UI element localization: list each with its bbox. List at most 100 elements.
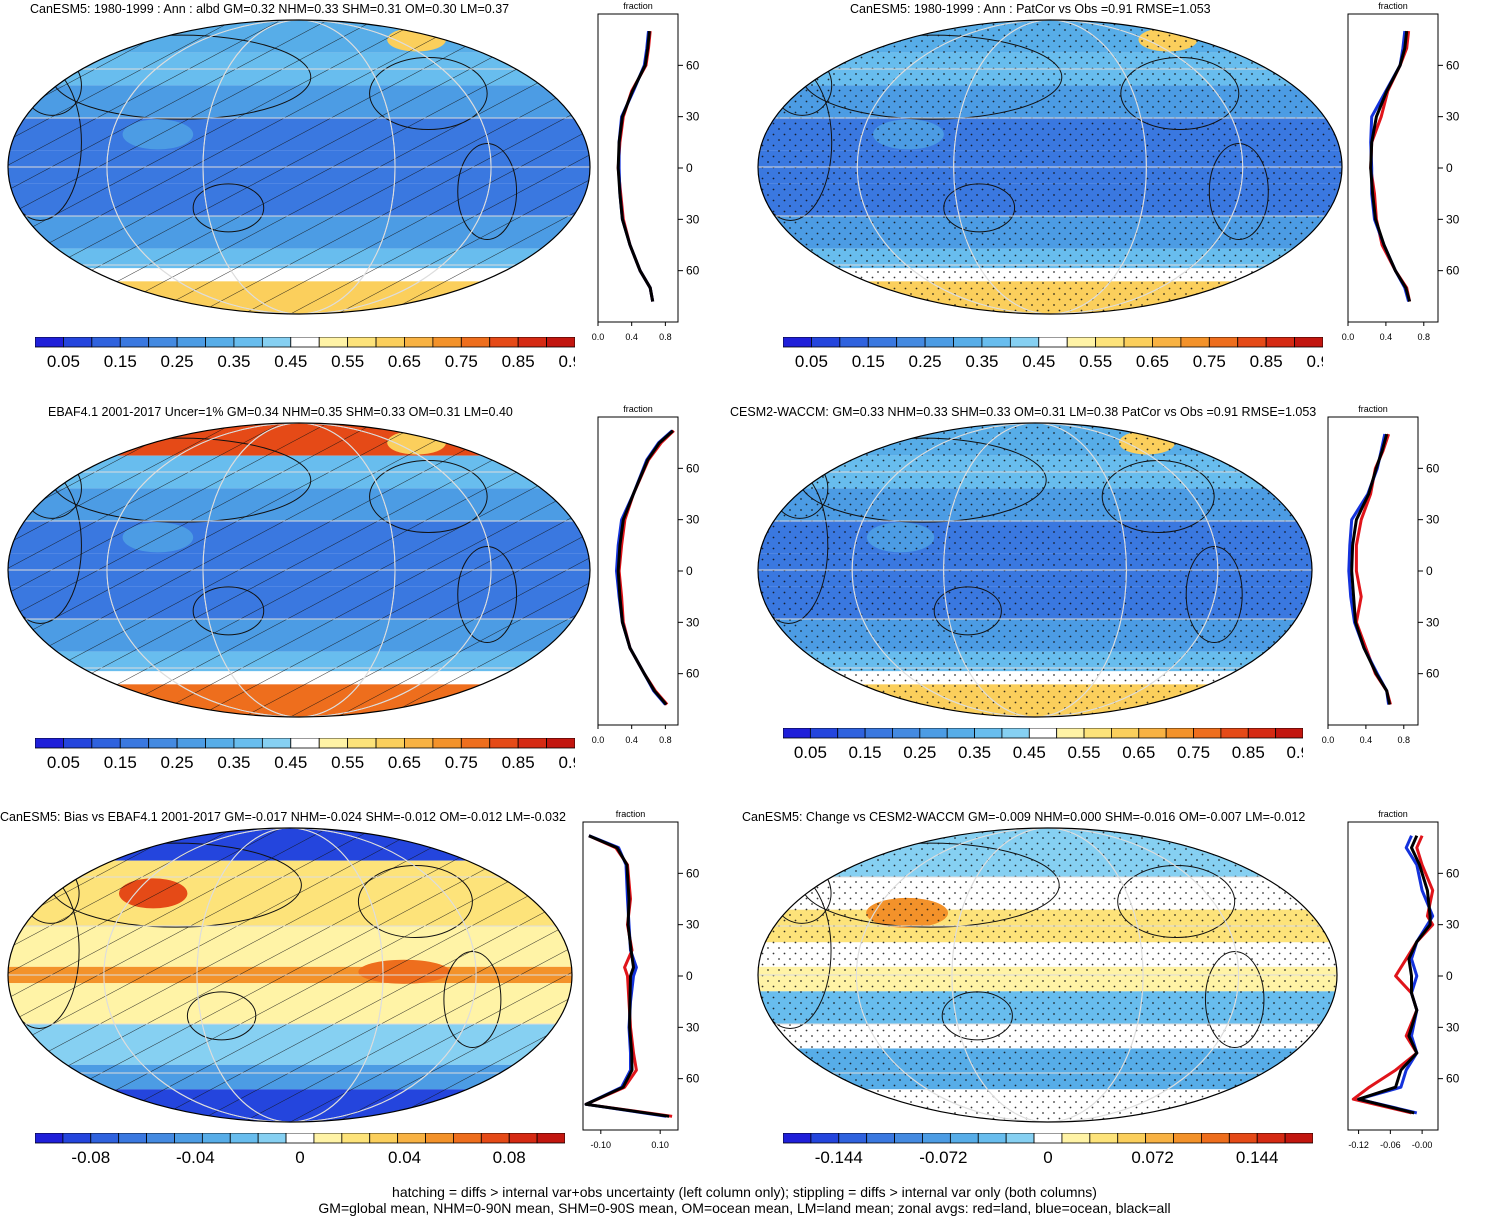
colorbar-swatch (480, 1133, 510, 1144)
colorbar-swatch (1083, 728, 1112, 739)
colorbar-tick-label: 0.08 (493, 1148, 526, 1167)
colorbar-swatch (63, 337, 93, 348)
zonal-ytick-label: 60N (1446, 58, 1460, 72)
zonal-frame (597, 13, 679, 323)
zonal-line-ocean (1347, 433, 1391, 705)
colorbar-swatch (90, 1133, 120, 1144)
map-border (7, 19, 591, 315)
colorbar-swatch (460, 337, 491, 348)
colorbar-swatch (1009, 337, 1040, 348)
colorbar-tick-label: 0.04 (388, 1148, 421, 1167)
zonal-ytick-label: 60S (1446, 264, 1460, 278)
zonal-line-all (1357, 835, 1432, 1115)
colorbar-tick-label: 0.35 (965, 352, 998, 371)
colorbar-swatch (536, 1133, 565, 1144)
colorbar-swatch (953, 337, 983, 348)
colorbar-swatch (397, 1133, 426, 1144)
colorbar-swatch (432, 738, 462, 749)
colorbar-swatch (1180, 337, 1210, 348)
colorbar-swatch (233, 337, 263, 348)
zonal-ytick-label: 30N (1446, 110, 1460, 124)
colorbar-swatch (517, 337, 547, 348)
colorbar-tick-label: 0.75 (445, 753, 478, 772)
colorbar-swatch (148, 337, 178, 348)
colorbar-tick-label: 0.25 (909, 352, 942, 371)
zonal-line-all (1369, 30, 1412, 302)
colorbar-tick-label: -0.072 (919, 1148, 967, 1167)
zonal-mean-plot: fraction 60N 30N 0 30S 60S 0.0 0.4 0.8 (592, 1, 700, 342)
colorbar-tick-label: 0.05 (794, 743, 827, 762)
map-border (7, 827, 573, 1123)
zonal-ytick-label: 60N (1426, 461, 1440, 475)
colorbar-swatch (1123, 337, 1153, 348)
zonal-xtick-label: 0.8 (659, 735, 672, 745)
colorbar-tick-label: 0.35 (217, 352, 250, 371)
zonal-ytick-label: 0 (686, 969, 693, 983)
zonal-xtick-label: 0.4 (1380, 332, 1393, 342)
colorbar-swatch (1111, 728, 1140, 739)
colorbar-tick-label: 0.75 (1193, 352, 1226, 371)
colorbar-swatch (783, 337, 812, 348)
colorbar-swatch (981, 337, 1011, 348)
colorbar-tick-label: 0.25 (161, 753, 194, 772)
colorbar-swatch (489, 337, 519, 348)
colorbar-swatch (1165, 728, 1194, 739)
colorbar-swatch (1265, 337, 1295, 348)
zonal-ytick-label: 60S (1426, 667, 1440, 681)
colorbar-swatch (347, 738, 377, 749)
colorbar-swatch (864, 728, 893, 739)
zonal-line-land (1351, 835, 1435, 1115)
zonal-xlabel: fraction (1378, 809, 1408, 819)
colorbar-swatch (313, 1133, 343, 1144)
colorbar-swatch (318, 337, 349, 348)
colorbar-swatch (489, 738, 519, 749)
colorbar-swatch (1208, 337, 1239, 348)
colorbar-tick-label: 0.15 (849, 743, 882, 762)
colorbar-swatch (810, 1133, 840, 1144)
colorbar-swatch (1038, 337, 1068, 348)
colorbar-tick-label: 0 (1043, 1148, 1052, 1167)
colorbar-tick-label: 0.75 (445, 352, 478, 371)
colorbar-swatch (866, 1133, 895, 1144)
colorbar-swatch (375, 337, 405, 348)
colorbar-tick-label: -0.08 (71, 1148, 110, 1167)
colorbar-tick-label: 0.45 (274, 753, 307, 772)
colorbar-swatch (508, 1133, 538, 1144)
colorbar-swatch (1089, 1133, 1119, 1144)
colorbar-tick-label: 0.65 (1136, 352, 1169, 371)
map-border (7, 422, 591, 718)
colorbar-swatch (119, 337, 150, 348)
zonal-xtick-label: 0.0 (592, 332, 605, 342)
colorbar-tick-label: 0.05 (795, 352, 828, 371)
zonal-ytick-label: 0 (1446, 161, 1453, 175)
zonal-ytick-label: 30S (1426, 615, 1440, 629)
colorbar-swatch (261, 337, 292, 348)
colorbar-swatch (1033, 1133, 1063, 1144)
panel-title: CanESM5: Bias vs EBAF4.1 2001-2017 GM=-0… (0, 810, 566, 824)
colorbar-tick-label: 0.65 (388, 753, 421, 772)
zonal-ytick-label: 60S (1446, 1072, 1460, 1086)
colorbar-tick-label: 0.25 (903, 743, 936, 762)
colorbar: 0.05 0.15 0.25 0.35 0.45 0.55 0.65 0.75 0.85 0.95… (35, 337, 575, 371)
zonal-ytick-label: 0 (686, 161, 693, 175)
zonal-xtick-label: -0.06 (1380, 1140, 1401, 1150)
colorbar-tick-label: 0.45 (1013, 743, 1046, 762)
colorbar-tick-label: 0.65 (1122, 743, 1155, 762)
colorbar-tick-label: 0.55 (331, 753, 364, 772)
zonal-ytick-label: 30N (686, 918, 700, 932)
colorbar-swatch (1193, 728, 1222, 739)
colorbar-swatch (176, 738, 206, 749)
colorbar-swatch (1284, 1133, 1313, 1144)
colorbar-swatch (1228, 1133, 1258, 1144)
panel-title: CanESM5: 1980-1999 : Ann : PatCor vs Obs… (850, 2, 1211, 16)
colorbar-swatch (974, 728, 1003, 739)
colorbar-swatch (1138, 728, 1167, 739)
zonal-xlabel: fraction (1358, 404, 1388, 414)
map-border (757, 19, 1343, 315)
colorbar-tick-label: 0.85 (1232, 743, 1265, 762)
colorbar-swatch (949, 1133, 979, 1144)
colorbar-tick-label: 0.95 (1306, 352, 1323, 371)
zonal-xlabel: fraction (623, 1, 653, 11)
world-map (7, 422, 591, 718)
colorbar-swatch (1294, 337, 1323, 348)
